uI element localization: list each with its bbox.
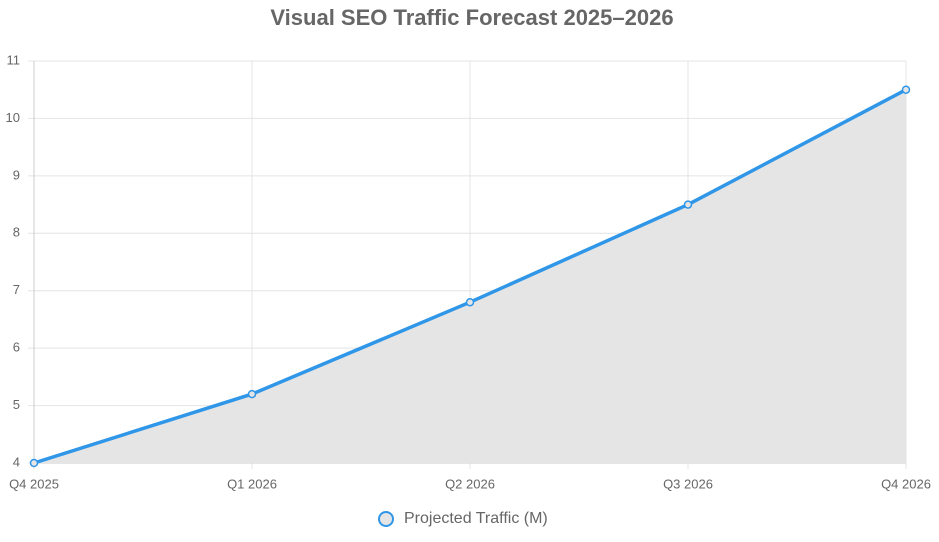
legend-marker xyxy=(378,511,394,527)
x-tick-label: Q4 2026 xyxy=(881,476,931,491)
point xyxy=(29,458,39,468)
area xyxy=(34,89,906,463)
legend-label: Projected Traffic (M) xyxy=(404,510,548,527)
y-tick-label: 7 xyxy=(13,282,20,297)
point xyxy=(247,389,257,399)
x-tick-label: Q3 2026 xyxy=(663,476,713,491)
y-tick-label: 9 xyxy=(13,167,20,182)
y-tick-label: 4 xyxy=(13,454,20,469)
x-tick-label: Q4 2025 xyxy=(9,476,59,491)
x-tick-label: Q2 2026 xyxy=(445,476,495,491)
point xyxy=(901,85,911,94)
y-tick-label: 11 xyxy=(7,52,21,67)
chart-title: Visual SEO Traffic Forecast 2025–2026 xyxy=(270,5,673,30)
y-tick-label: 8 xyxy=(13,225,20,240)
x-tick-label: Q1 2026 xyxy=(227,476,277,491)
point xyxy=(465,297,475,307)
y-tick-label: 10 xyxy=(6,110,20,125)
y-tick-label: 6 xyxy=(13,340,20,355)
y-tick-label: 5 xyxy=(13,397,20,412)
point xyxy=(683,200,693,209)
